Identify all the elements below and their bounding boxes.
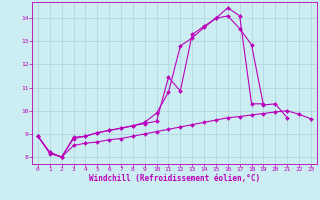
X-axis label: Windchill (Refroidissement éolien,°C): Windchill (Refroidissement éolien,°C) [89, 174, 260, 183]
